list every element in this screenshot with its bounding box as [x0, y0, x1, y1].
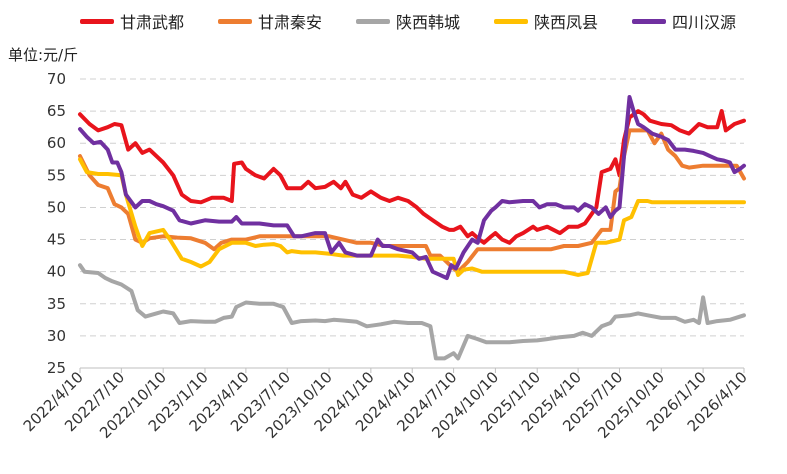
y-tick-label: 60	[47, 134, 66, 152]
y-tick-label: 55	[47, 166, 66, 184]
legend-swatch-5	[632, 18, 666, 24]
legend-item-3: 陕西韩城	[356, 10, 460, 32]
y-tick-label: 40	[47, 263, 66, 281]
legend-swatch-3	[356, 18, 390, 24]
legend-label-1: 甘肃武都	[120, 13, 185, 32]
y-axis: 25 30 35 40 45 50 55 60 65 70	[47, 70, 66, 377]
legend-label-2: 甘肃秦安	[258, 13, 323, 32]
y-tick-label: 70	[47, 70, 66, 88]
y-tick-label: 50	[47, 198, 66, 216]
y-tick-label: 30	[47, 327, 66, 345]
series-line-5	[78, 95, 746, 281]
series-line-3	[78, 263, 746, 361]
legend-label-4: 陕西凤县	[534, 13, 599, 32]
series-line-4	[78, 157, 746, 277]
legend-item-4: 陕西凤县	[494, 10, 598, 32]
y-axis-unit-label: 单位:元/斤	[8, 46, 79, 64]
legend-label-3: 陕西韩城	[396, 13, 461, 32]
legend-item-5: 四川汉源	[632, 10, 736, 32]
legend-swatch-2	[218, 18, 252, 24]
y-tick-label: 45	[47, 231, 66, 249]
legend-item-1: 甘肃武都	[80, 10, 184, 32]
legend-label-5: 四川汉源	[672, 13, 737, 32]
legend-swatch-4	[494, 18, 528, 24]
series-lines	[78, 95, 746, 361]
y-tick-label: 65	[47, 102, 66, 120]
y-tick-label: 35	[47, 295, 66, 313]
legend-item-2: 甘肃秦安	[218, 10, 322, 32]
legend-swatch-1	[80, 18, 114, 24]
y-tick-label: 25	[47, 359, 66, 377]
x-axis: 2022/4/102022/7/102022/10/102023/1/10202…	[20, 367, 751, 442]
